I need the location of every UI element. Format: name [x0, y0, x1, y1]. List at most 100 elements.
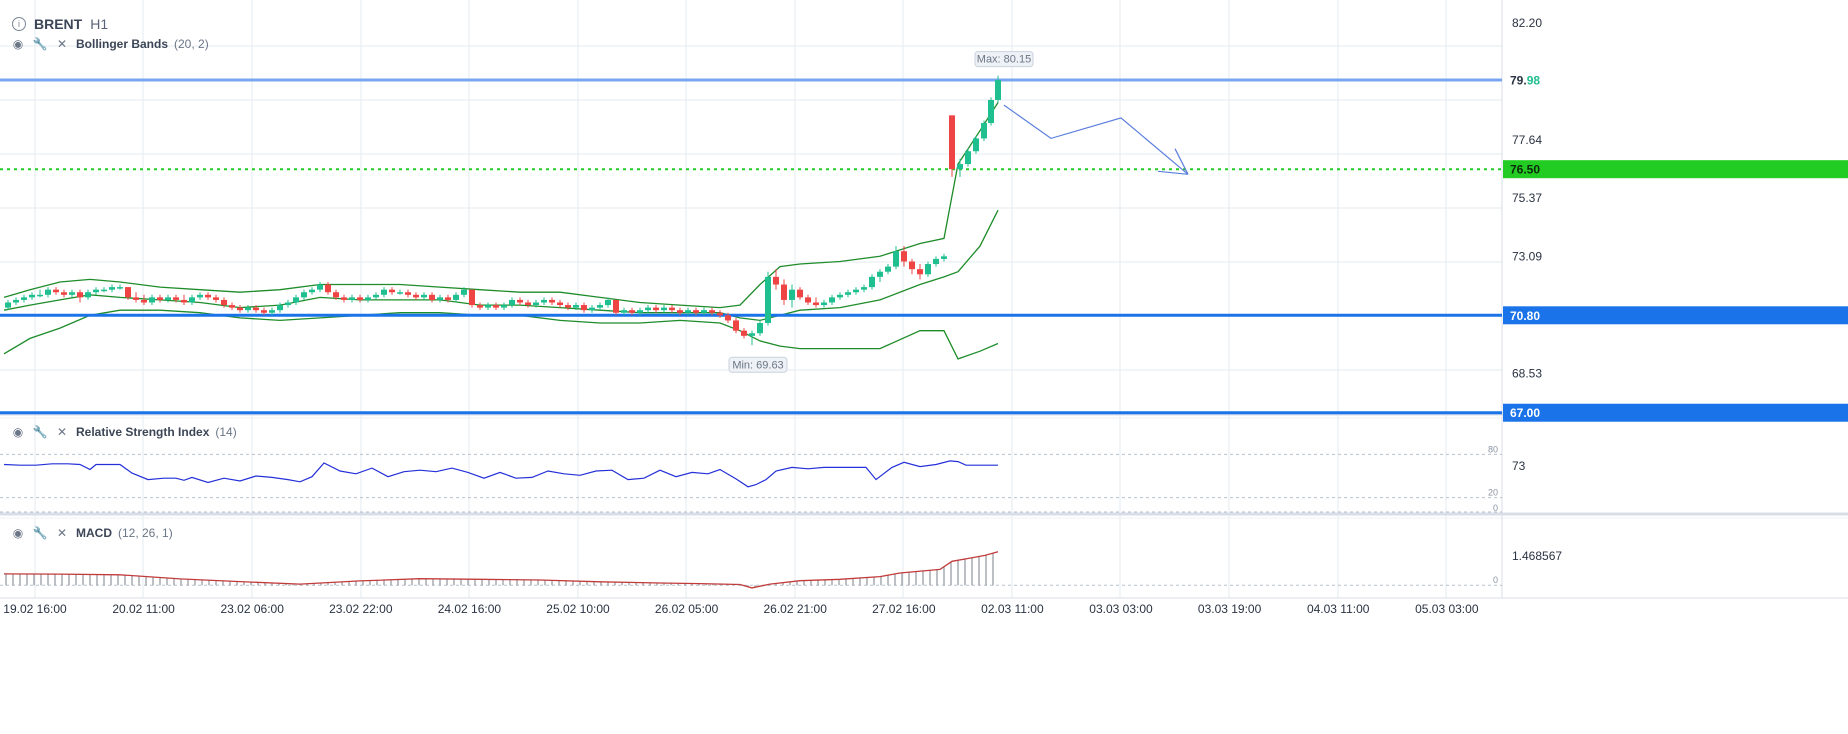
indicator-name: Bollinger Bands [76, 37, 169, 51]
info-icon[interactable]: i [12, 17, 26, 31]
candle-down [805, 297, 811, 303]
forecast-arrow-head [1174, 148, 1189, 175]
candle-up [621, 310, 627, 313]
candle-down [917, 269, 923, 275]
indicator-params: (14) [215, 425, 237, 439]
candle-up [317, 284, 323, 290]
candle-down [445, 297, 451, 300]
candle-up [685, 310, 691, 313]
candle-down [813, 302, 819, 306]
price-level-label: 76.50 [1510, 163, 1540, 177]
candle-up [965, 151, 971, 165]
close-icon[interactable]: ✕ [56, 526, 68, 540]
eye-icon[interactable]: ◉ [12, 425, 24, 439]
candle-up [381, 289, 387, 295]
time-axis-label: 25.02 10:00 [546, 602, 610, 616]
wrench-icon[interactable]: 🔧 [32, 37, 48, 51]
candle-down [741, 330, 747, 336]
candle-up [301, 292, 307, 298]
candle-up [37, 294, 43, 297]
candle-down [517, 299, 523, 303]
forecast-arrow-head [1157, 170, 1189, 175]
price-level-label: 70.80 [1510, 309, 1540, 323]
price-axis-label: 73.09 [1512, 250, 1542, 264]
close-icon[interactable]: ✕ [56, 37, 68, 51]
indicator-name: MACD [76, 526, 112, 540]
candle-up [245, 307, 251, 311]
bollinger-lower-band [3, 309, 999, 360]
rsi-pane: 80 20 0 73 [0, 444, 1526, 513]
eye-icon[interactable]: ◉ [12, 37, 24, 51]
candle-up [533, 302, 539, 306]
candle-up [189, 297, 195, 303]
price-levels[interactable]: 79.98 76.50 70.80 67.00 [0, 70, 1848, 422]
time-axis-label: 05.03 03:00 [1415, 602, 1479, 616]
candle-up [821, 302, 827, 306]
wrench-icon[interactable]: 🔧 [32, 526, 48, 540]
annotation-label: Max: 80.15 [977, 54, 1031, 66]
candle-down [181, 299, 187, 303]
price-axis-label: 75.37 [1512, 191, 1542, 205]
grid [0, 0, 1848, 599]
macd-header: ◉ 🔧 ✕ MACD (12, 26, 1) [10, 525, 173, 541]
candle-down [733, 320, 739, 331]
candle-down [61, 292, 67, 295]
bollinger-bands [3, 102, 999, 360]
candle-down [709, 310, 715, 313]
candle-down [413, 294, 419, 298]
candle-up [509, 299, 515, 306]
symbol-ticker: BRENT [34, 16, 83, 32]
candle-up [861, 287, 867, 290]
price-axis-label: 82.20 [1512, 16, 1542, 30]
candle-up [637, 310, 643, 313]
rsi-header: ◉ 🔧 ✕ Relative Strength Index (14) [10, 424, 237, 440]
time-axis-label: 24.02 16:00 [438, 602, 502, 616]
time-axis-label: 20.02 11:00 [112, 602, 175, 616]
candle-down [133, 297, 139, 300]
indicator-name: Relative Strength Index [76, 425, 210, 439]
macd-value-label: 1.468567 [1512, 549, 1562, 563]
candles [5, 75, 1001, 346]
candle-up [877, 271, 883, 277]
time-axis-label: 23.02 22:00 [329, 602, 393, 616]
candle-up [941, 256, 947, 259]
forecast-path[interactable] [1003, 104, 1189, 175]
close-icon[interactable]: ✕ [56, 425, 68, 439]
candle-down [797, 289, 803, 298]
candle-down [77, 292, 83, 298]
candle-down [389, 289, 395, 293]
candle-up [5, 302, 11, 308]
candle-up [109, 287, 115, 290]
rsi-level-label: 20 [1488, 488, 1498, 498]
candle-up [973, 138, 979, 152]
candle-down [901, 251, 907, 262]
symbol-timeframe[interactable]: H1 [90, 16, 109, 32]
candle-up [541, 299, 547, 303]
candle-down [677, 310, 683, 313]
candle-up [485, 305, 491, 308]
indicator-params: (12, 26, 1) [118, 526, 173, 540]
candle-up [93, 289, 99, 293]
price-level-tag [1503, 306, 1848, 325]
candle-up [453, 294, 459, 300]
candle-up [101, 289, 107, 292]
candle-up [885, 266, 891, 272]
time-axis-label: 26.02 21:00 [763, 602, 827, 616]
candle-up [373, 294, 379, 298]
rsi-level-label: 80 [1488, 444, 1498, 454]
wrench-icon[interactable]: 🔧 [32, 425, 48, 439]
candle-down [141, 299, 147, 303]
eye-icon[interactable]: ◉ [12, 526, 24, 540]
candle-up [397, 292, 403, 294]
bollinger-header: ◉ 🔧 ✕ Bollinger Bands (20, 2) [10, 36, 209, 52]
candle-down [653, 307, 659, 311]
candle-up [837, 294, 843, 298]
candle-down [221, 299, 227, 306]
candle-down [629, 310, 635, 313]
candle-up [69, 292, 75, 295]
time-axis-label: 03.03 19:00 [1198, 602, 1262, 616]
indicator-params: (20, 2) [174, 37, 209, 51]
candle-down [237, 307, 243, 311]
